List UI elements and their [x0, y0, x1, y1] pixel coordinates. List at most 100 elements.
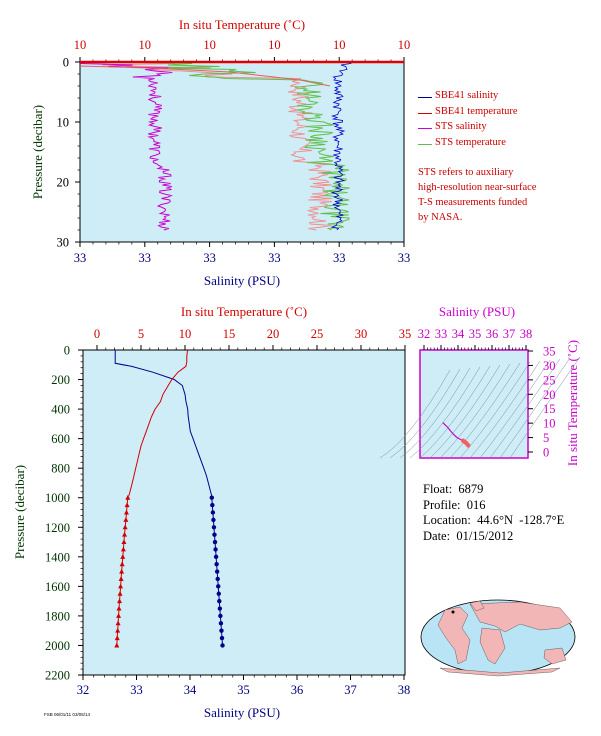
top-panel-top-tick-label: 10: [139, 38, 152, 52]
ts-panel-right-axis-label: In situ Temperature (˚C): [565, 340, 580, 466]
ts-panel-right-tick-label: 0: [543, 446, 549, 460]
top-panel-top-tick-label: 10: [268, 38, 281, 52]
salinity-sample-point: [209, 495, 214, 500]
top-panel: In situ Temperature (˚C) 10 10 10 10 10 10 33…: [30, 17, 410, 288]
ts-deep-sample-point: [466, 443, 471, 448]
ts-panel: Salinity (PSU) 32 33 34 35 36 37 38 0510152025…: [379, 304, 581, 466]
salinity-sample-point: [210, 510, 216, 515]
map-float-location-marker: [451, 610, 455, 614]
main-panel-left-tick-label: 800: [51, 462, 70, 476]
salinity-sample-point: [215, 576, 220, 582]
salinity-sample-point: [220, 643, 225, 648]
temperature-sample-point: [120, 546, 126, 552]
top-panel-trace: [102, 61, 333, 231]
salinity-sample-point: [211, 517, 216, 523]
ts-contour-line: [379, 369, 451, 459]
main-panel-left-tick-label: 200: [51, 373, 70, 387]
salinity-sample-point: [213, 547, 218, 552]
sts-note-line-2: high-resolution near-surface: [418, 182, 537, 193]
main-panel-left-tick-label: 1800: [45, 609, 70, 623]
ts-panel-top-tick-label: 34: [452, 327, 465, 341]
ts-contour-line: [459, 361, 531, 459]
temperature-sample-point: [116, 613, 122, 618]
map-land-greenland: [469, 600, 485, 612]
ts-panel-right-tick-label: 15: [543, 402, 556, 416]
top-panel-left-tick-label: 0: [63, 56, 69, 70]
map-land-antarctica: [439, 667, 561, 677]
main-plot-profiles: [114, 349, 225, 648]
ts-contour-line: [389, 368, 461, 459]
map-land-australia: [543, 647, 567, 665]
main-panel: In situ Temperature (˚C) 0 5 10 15 20 25 30 35 …: [12, 304, 411, 720]
main-panel-bottom-tick-label: 33: [130, 683, 143, 697]
main-panel-bottom-tick-label: 35: [237, 683, 250, 697]
sts-note-line-3: T-S measurements funded: [418, 197, 528, 208]
salinity-sample-point: [218, 621, 224, 626]
world-map: [420, 599, 576, 677]
ts-contour-line: [499, 357, 571, 459]
location-row: Location: 44.6°N -128.7°E: [423, 513, 593, 529]
ts-panel-top-tick-label: 38: [520, 327, 533, 341]
salinity-sample-point: [219, 635, 225, 641]
top-panel-left-tick-label: 10: [57, 116, 70, 130]
main-panel-top-tick-label: 35: [399, 327, 412, 341]
main-panel-top-tick-label: 10: [179, 327, 192, 341]
temperature-sample-point: [117, 598, 123, 604]
salinity-sample-point: [217, 598, 222, 604]
ts-panel-top-tick-label: 35: [469, 327, 482, 341]
legend-label-sbe41-temperature: SBE41 temperature: [435, 105, 518, 117]
temperature-sample-point: [123, 517, 129, 522]
temperature-sample-point: [118, 576, 124, 581]
main-series-line-0: [114, 350, 213, 497]
legend-swatch-sbe41-temperature: [418, 112, 432, 114]
top-panel-top-tick-label: 10: [398, 38, 411, 52]
temperature-sample-point: [114, 642, 120, 648]
main-panel-top-axis-label: In situ Temperature (˚C): [181, 304, 307, 319]
main-panel-left-tick-label: 1600: [45, 580, 70, 594]
salinity-sample-point: [212, 539, 218, 545]
map-land-americas: [437, 606, 471, 665]
location-value: 44.6°N -128.7°E: [477, 513, 565, 527]
ts-panel-right-tick-label: 35: [543, 345, 556, 359]
temperature-sample-point: [124, 502, 130, 508]
temperature-sample-point: [118, 583, 124, 589]
ts-contour-line: [439, 363, 511, 459]
ts-panel-right-tick-label: 20: [543, 388, 556, 402]
main-panel-bottom-tick-label: 38: [398, 683, 411, 697]
ts-panel-top-tick-label: 37: [503, 327, 516, 341]
temperature-sample-point: [122, 531, 128, 537]
main-panel-top-tick-label: 15: [223, 327, 236, 341]
salinity-sample-point: [217, 606, 223, 611]
top-panel-left-ticks: 0 10 20 30: [57, 56, 80, 250]
main-panel-top-tick-label: 20: [267, 327, 280, 341]
salinity-sample-point: [210, 502, 215, 508]
legend-item-sts-salinity: STS salinity: [418, 121, 598, 137]
temperature-sample-point: [122, 524, 128, 530]
main-panel-left-tick-label: 1000: [45, 491, 70, 505]
legend-swatch-sts-temperature: [418, 143, 432, 145]
main-panel-bottom-tick-label: 36: [291, 683, 304, 697]
temperature-sample-point: [115, 620, 121, 626]
sts-note-line-1: STS refers to auxiliary: [418, 167, 514, 178]
top-panel-top-tick-label: 10: [333, 38, 346, 52]
main-panel-left-tick-label: 0: [64, 344, 70, 358]
location-label: Location:: [423, 513, 471, 527]
date-value: 01/15/2012: [456, 528, 514, 543]
top-plot-area: [79, 61, 405, 243]
temperature-sample-point: [117, 590, 123, 596]
top-panel-legend: SBE41 salinity SBE41 temperature STS sal…: [418, 90, 598, 152]
ts-panel-top-tick-label: 32: [418, 327, 431, 341]
temperature-sample-point: [119, 568, 125, 574]
temperature-sample-point: [119, 561, 125, 567]
ts-panel-right-tick-label: 10: [543, 417, 556, 431]
ts-contour-line: [509, 356, 581, 459]
top-panel-top-axis-label: In situ Temperature (˚C): [179, 17, 305, 32]
top-panel-bottom-axis-label: Salinity (PSU): [204, 273, 280, 288]
top-panel-trace: [79, 65, 331, 87]
main-panel-left-tick-label: 1200: [45, 521, 70, 535]
top-panel-bottom-tick-label: 33: [139, 251, 152, 265]
legend-item-sbe41-temperature: SBE41 temperature: [418, 106, 598, 122]
top-panel-top-tick-label: 10: [74, 38, 87, 52]
main-panel-top-tick-label: 5: [138, 327, 144, 341]
